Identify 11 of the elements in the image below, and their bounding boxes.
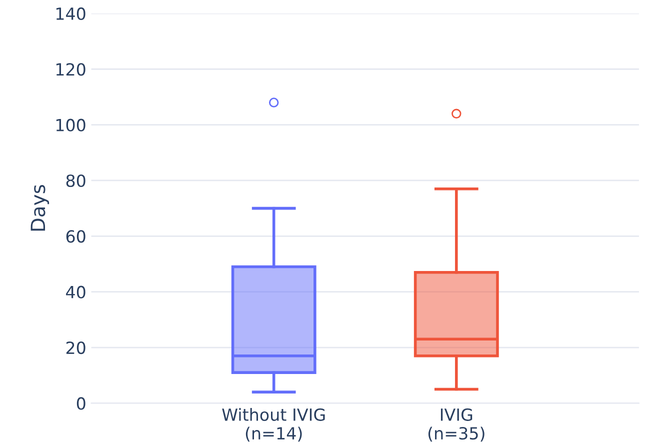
- y-tick-label: 60: [66, 230, 86, 243]
- y-axis-title: Days: [30, 185, 50, 231]
- y-tick-label: 120: [56, 63, 86, 76]
- y-tick-label: 140: [56, 7, 86, 20]
- y-tick-label: 20: [66, 341, 86, 354]
- y-tick-label: 0: [76, 397, 86, 410]
- x-tick-label: Without IVIG (n=14): [222, 408, 325, 442]
- y-tick-label: 100: [56, 118, 86, 132]
- y-tick-label: 80: [66, 174, 86, 188]
- y-tick-label: 40: [66, 286, 86, 298]
- x-tick-label: IVIG (n=35): [428, 408, 484, 442]
